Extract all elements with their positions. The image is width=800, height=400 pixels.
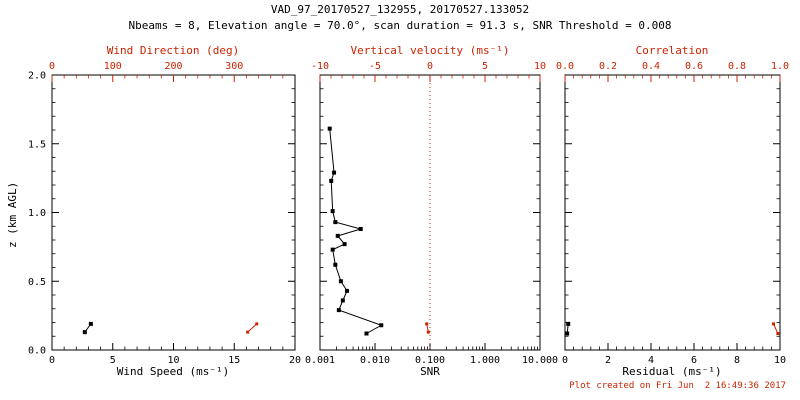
svg-text:300: 300 [225,61,243,72]
svg-text:200: 200 [164,61,182,72]
svg-text:2: 2 [605,355,611,366]
svg-text:15: 15 [228,355,240,366]
svg-text:1.0: 1.0 [771,61,789,72]
top-axis-title-wind-direction: Wind Direction (deg) [106,44,240,57]
top-axis-title-vertical-velocity: Vertical velocity (ms⁻¹) [350,44,510,57]
plot-title: VAD_97_20170527_132955, 20170527.133052 [270,3,530,16]
svg-text:1.0: 1.0 [28,208,46,219]
svg-text:0.6: 0.6 [685,61,703,72]
top-axis-title-correlation: Correlation [635,44,709,57]
creation-timestamp: Plot created on Fri Jun 2 16:49:36 2017 [569,381,786,391]
svg-text:0.0: 0.0 [556,61,574,72]
svg-text:10: 10 [167,355,179,366]
svg-text:-5: -5 [369,61,381,72]
x-axis-title-residual: Residual (ms⁻¹) [622,365,722,378]
x-axis-title-wind-speed: Wind Speed (ms⁻¹) [116,365,230,378]
svg-text:2.0: 2.0 [28,71,46,82]
svg-text:0.8: 0.8 [728,61,746,72]
svg-text:20: 20 [289,355,301,366]
svg-text:0: 0 [49,61,55,72]
svg-text:1.000: 1.000 [470,355,500,366]
svg-text:10: 10 [774,355,786,366]
svg-text:0.0: 0.0 [28,346,46,357]
svg-text:-10: -10 [311,61,329,72]
svg-text:4: 4 [648,355,654,366]
svg-text:5: 5 [110,355,116,366]
svg-text:0.4: 0.4 [642,61,660,72]
svg-text:5: 5 [482,61,488,72]
svg-text:0.5: 0.5 [28,277,46,288]
svg-text:0: 0 [427,61,433,72]
svg-text:0: 0 [562,355,568,366]
svg-text:0.2: 0.2 [599,61,617,72]
plot-subtitle: Nbeams = 8, Elevation angle = 70.0°, sca… [128,19,672,32]
svg-text:0.010: 0.010 [360,355,390,366]
svg-text:6: 6 [691,355,697,366]
svg-text:100: 100 [104,61,122,72]
svg-text:10.000: 10.000 [522,355,558,366]
svg-text:0.100: 0.100 [415,355,445,366]
svg-text:0: 0 [49,355,55,366]
svg-text:8: 8 [734,355,740,366]
svg-text:1.5: 1.5 [28,139,46,150]
svg-text:0.001: 0.001 [305,355,335,366]
y-axis-title: z (km AGL) [6,181,19,248]
svg-text:10: 10 [534,61,546,72]
x-axis-title-snr: SNR [420,365,440,378]
